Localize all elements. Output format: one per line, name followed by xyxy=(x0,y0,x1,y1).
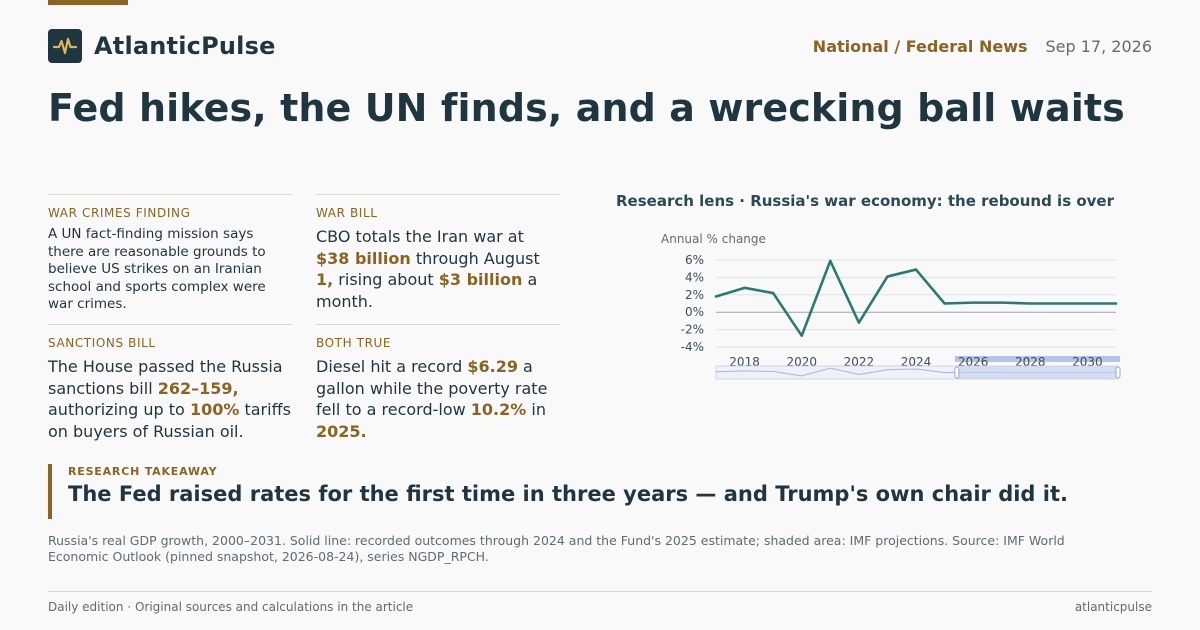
card-text: in xyxy=(526,400,546,419)
research-takeaway: RESEARCH TAKEAWAY The Fed raised rates f… xyxy=(48,464,1068,519)
chart-caption: Russia's real GDP growth, 2000–2031. Sol… xyxy=(48,533,1065,564)
card-both-true: BOTH TRUE Diesel hit a record $6.29 a ga… xyxy=(316,324,560,442)
brand[interactable]: AtlanticPulse xyxy=(48,29,276,63)
card-highlight: $38 billion xyxy=(316,248,411,268)
y-tick-label: -4% xyxy=(681,340,704,354)
y-tick-label: -2% xyxy=(681,323,704,337)
card-kicker: BOTH TRUE xyxy=(316,336,392,350)
card-highlight: 10.2% xyxy=(470,400,527,419)
y-axis-label: Annual % change xyxy=(661,232,766,246)
takeaway-quote: The Fed raised rates for the first time … xyxy=(68,482,1068,506)
card-body: The House passed the Russia sanctions bi… xyxy=(48,356,292,442)
footer-handle[interactable]: atlanticpulse xyxy=(1074,600,1152,614)
card-text: CBO totals the Iran war at xyxy=(316,227,524,246)
card-body: CBO totals the Iran war at $38 billion t… xyxy=(316,226,560,312)
footer-divider xyxy=(48,591,1152,592)
card-highlight: 262–159, xyxy=(157,378,239,398)
headline: Fed hikes, the UN finds, and a wrecking … xyxy=(48,86,1125,130)
card-kicker: SANCTIONS BILL xyxy=(48,336,156,350)
navigator-handle[interactable] xyxy=(954,366,960,379)
section-link[interactable]: National / Federal News xyxy=(812,37,1028,56)
y-tick-label: 0% xyxy=(685,305,704,319)
chart-title: Research lens · Russia's war economy: th… xyxy=(616,192,1114,210)
y-tick-label: 6% xyxy=(685,253,704,267)
card-text: a gallon while the poverty rate fell to … xyxy=(316,357,548,419)
top-accent-rule xyxy=(48,0,128,5)
projection-band xyxy=(954,356,1120,362)
card-text: tariffs on buyers of Russian oil. xyxy=(48,400,291,441)
card-war-bill: WAR BILL CBO totals the Iran war at $38 … xyxy=(316,194,560,312)
card-text: through August xyxy=(410,248,540,268)
y-tick-label: 2% xyxy=(685,288,704,302)
card-body: A UN fact-finding mission says there are… xyxy=(48,226,266,312)
publish-date: Sep 17, 2026 xyxy=(1045,37,1153,56)
brand-name: AtlanticPulse xyxy=(94,32,276,60)
card-kicker: WAR BILL xyxy=(316,206,378,220)
card-war-crimes: WAR CRIMES FINDING A UN fact-finding mis… xyxy=(48,194,292,314)
header-meta: National / Federal News Sep 17, 2026 xyxy=(813,37,1152,56)
card-highlight: $3 billion xyxy=(438,270,523,289)
card-body: Diesel hit a record $6.29 a gallon while… xyxy=(316,356,560,442)
card-text: The House passed the Russia sanctions bi… xyxy=(48,357,283,398)
card-text: a month. xyxy=(316,270,538,311)
card-highlight: 100% xyxy=(189,400,240,419)
card-sanctions-bill: SANCTIONS BILL The House passed the Russ… xyxy=(48,324,292,442)
card-highlight: 2025. xyxy=(316,421,367,441)
pulse-icon xyxy=(48,29,82,63)
card-highlight: $6.29 xyxy=(467,357,518,376)
navigator-handle[interactable] xyxy=(1115,366,1121,379)
card-kicker: WAR CRIMES FINDING xyxy=(48,206,191,220)
card-text: authorizing up to xyxy=(48,400,190,419)
card-text: rising about xyxy=(333,270,439,289)
navigator-selection xyxy=(956,366,1118,379)
card-text: Diesel hit a record xyxy=(316,357,468,376)
gdp-growth-chart[interactable]: Annual % change-4%-2%0%2%4%6%2018 2020 202… xyxy=(600,220,1140,385)
y-tick-label: 4% xyxy=(685,270,704,284)
card-highlight: 1, xyxy=(316,270,334,289)
footer-edition: Daily edition · Original sources and cal… xyxy=(48,600,414,614)
takeaway-kicker: RESEARCH TAKEAWAY xyxy=(68,465,218,478)
gdp-growth-line xyxy=(714,259,1118,337)
